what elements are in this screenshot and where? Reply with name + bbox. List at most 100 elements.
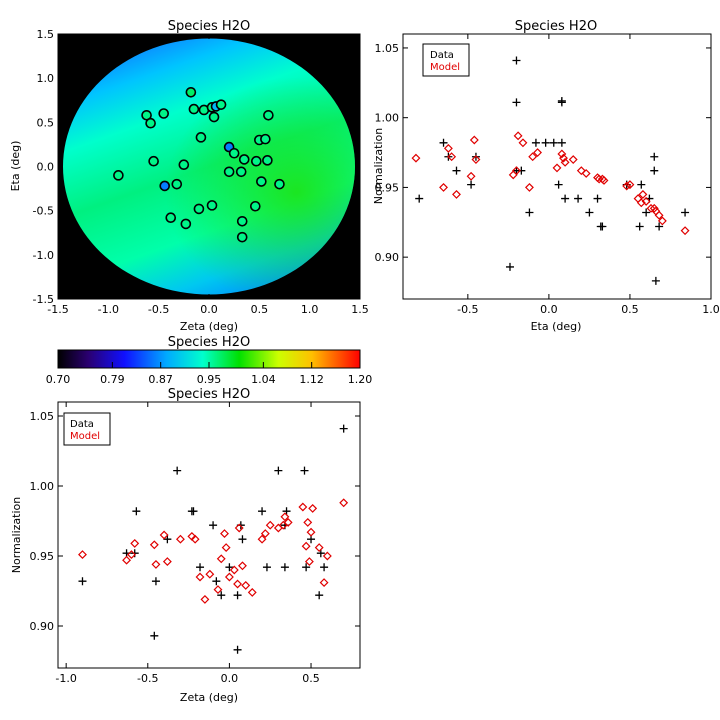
eta-scatter-data-point: [655, 222, 664, 231]
eta-scatter-model-point: [533, 148, 542, 158]
eta-scatter-model-point: [512, 166, 521, 176]
map-point: [235, 166, 247, 178]
zeta-scatter-x-tick-label: -1.0: [55, 672, 76, 685]
eta-scatter-model-point: [447, 152, 457, 162]
zeta-scatter-model-point: [151, 559, 161, 569]
zeta-scatter-data-point: [173, 466, 182, 475]
zeta-scatter-model-point: [205, 569, 215, 579]
zeta-scatter-model-point: [322, 551, 332, 561]
eta-scatter-x-tick-label: 1.0: [702, 303, 720, 316]
zeta-scatter-data-point: [238, 535, 247, 544]
map-point: [171, 178, 183, 190]
map-x-axis-label: Zeta (deg): [180, 320, 238, 333]
map-point: [256, 176, 267, 187]
map-point: [206, 200, 218, 211]
colorbar-title: Species H2O: [168, 335, 250, 350]
zeta-scatter-points: [78, 424, 349, 654]
eta-scatter-model-point: [638, 189, 648, 199]
eta-scatter-model-point: [654, 210, 664, 220]
colorbar-tick-label: 0.87: [148, 373, 173, 386]
map-point: [208, 111, 220, 123]
eta-scatter-model-point: [560, 157, 570, 167]
eta-scatter-model-point: [466, 171, 476, 181]
eta-scatter-data-point: [525, 208, 534, 217]
colorbar-tick-label: 0.70: [46, 373, 71, 386]
zeta-scatter-x-tick-label: 0.5: [302, 672, 320, 685]
eta-scatter-model-point: [622, 181, 632, 191]
map-point: [158, 108, 169, 119]
zeta-scatter-model-point: [314, 543, 324, 553]
map-point: [180, 218, 192, 230]
eta-scatter-model-point: [657, 216, 667, 226]
zeta-scatter-model-point: [265, 520, 275, 530]
eta-scatter-model-point: [576, 166, 586, 176]
map-point: [262, 155, 273, 166]
zeta-scatter-data-point: [189, 507, 198, 516]
zeta-scatter-model-point: [241, 580, 251, 590]
eta-scatter-ticks: -0.5 0.0 0.5 1.0 0.90 0.95 1.00 1.05: [375, 34, 720, 316]
map-point: [250, 200, 261, 212]
eta-scatter-y-tick-label: 1.00: [375, 112, 400, 125]
eta-scatter-legend: Data Model: [422, 43, 470, 77]
map-point: [215, 99, 227, 110]
zeta-scatter-data-point: [150, 631, 159, 640]
eta-scatter-model-point: [599, 175, 609, 185]
zeta-scatter-model-point: [190, 534, 200, 544]
map-point: [263, 109, 274, 121]
zeta-scatter-data-point: [316, 549, 325, 558]
eta-scatter-points: [411, 56, 690, 285]
zeta-scatter-model-point: [220, 529, 229, 539]
zeta-scatter-data-point: [163, 535, 172, 544]
eta-scatter-model-point: [452, 189, 461, 199]
zeta-scatter-panel: Species H2O -1.0 -0.5 0.0 0.5 0.90 0.95 1.00 1.…: [10, 387, 361, 704]
zeta-scatter-y-tick-label: 1.00: [30, 480, 55, 493]
eta-scatter-data-point: [651, 276, 660, 285]
map-point: [274, 178, 285, 190]
zeta-scatter-model-point: [319, 578, 329, 588]
zeta-scatter-data-point: [130, 549, 139, 558]
eta-scatter-model-point: [518, 138, 528, 148]
map-points: [113, 87, 285, 243]
eta-scatter-panel: Species H2O -0.5 0.0 0.5 1.0 0.90 0.95 1.00 1.0…: [372, 19, 720, 333]
zeta-scatter-data-point: [233, 591, 242, 600]
zeta-scatter-data-point: [78, 577, 87, 586]
zeta-scatter-legend: Data Model: [63, 412, 111, 446]
eta-scatter-data-point: [554, 180, 563, 189]
eta-scatter-data-point: [467, 180, 476, 189]
zeta-scatter-model-point: [280, 512, 290, 522]
zeta-scatter-model-point: [238, 561, 247, 571]
zeta-scatter-data-point: [225, 563, 234, 572]
zeta-scatter-y-axis-label: Normalization: [10, 497, 23, 573]
zeta-scatter-model-point: [195, 572, 205, 582]
eta-scatter-data-point: [557, 96, 566, 105]
map-point: [159, 180, 171, 192]
map-x-tick-label: 1.0: [301, 303, 319, 316]
eta-scatter-data-point: [574, 194, 583, 203]
eta-scatter-data-point: [585, 208, 594, 217]
map-x-tick-label: -0.5: [148, 303, 169, 316]
zeta-scatter-model-point: [130, 538, 140, 548]
eta-scatter-data-point: [593, 194, 602, 203]
zeta-scatter-model-point: [260, 529, 270, 539]
zeta-scatter-x-axis-label: Zeta (deg): [180, 691, 238, 704]
map-y-tick-label: 0.0: [37, 161, 55, 174]
zeta-scatter-y-tick-label: 1.05: [30, 410, 55, 423]
map-point: [165, 212, 177, 224]
map-field-glow: [63, 38, 355, 295]
eta-scatter-data-point: [505, 262, 514, 271]
zeta-scatter-data-point: [258, 507, 267, 516]
map-y-tick-label: -1.5: [33, 293, 54, 306]
eta-scatter-x-tick-label: 0.5: [621, 303, 639, 316]
zeta-scatter-model-point: [221, 543, 231, 553]
eta-scatter-model-point: [513, 131, 523, 141]
zeta-scatter-y-tick-label: 0.95: [30, 550, 55, 563]
zeta-scatter-model-point: [308, 503, 318, 513]
eta-scatter-data-point: [541, 138, 550, 147]
zeta-scatter-y-tick-label: 0.90: [30, 620, 55, 633]
map-y-axis-label: Eta (deg): [9, 141, 22, 192]
map-point: [195, 132, 207, 143]
zeta-scatter-model-point: [298, 502, 308, 512]
map-point: [193, 203, 205, 215]
eta-scatter-x-tick-label: 0.0: [540, 303, 558, 316]
eta-scatter-data-point: [439, 138, 448, 147]
